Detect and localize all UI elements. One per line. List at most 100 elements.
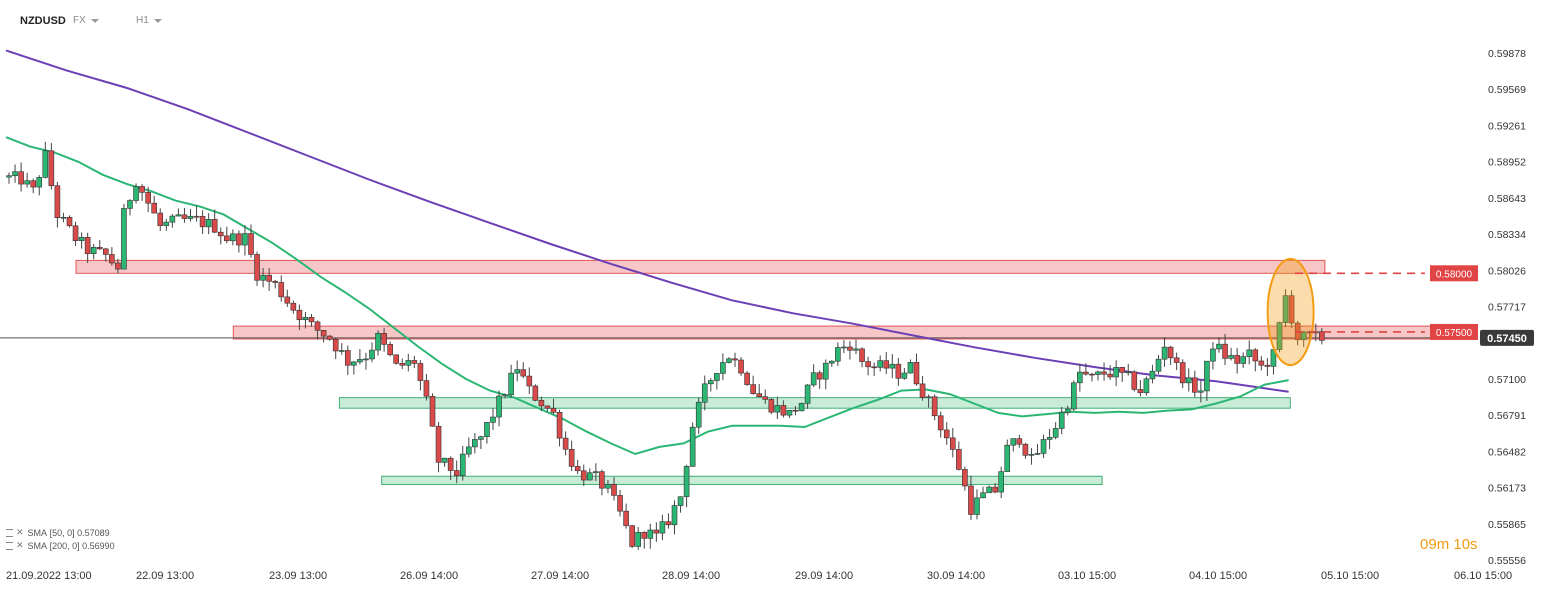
support-zone[interactable] bbox=[381, 475, 1103, 485]
candle[interactable] bbox=[792, 409, 799, 412]
candle[interactable] bbox=[429, 395, 436, 427]
candle[interactable] bbox=[441, 457, 448, 463]
candle[interactable] bbox=[574, 466, 581, 472]
candle[interactable] bbox=[314, 321, 321, 331]
candle[interactable] bbox=[272, 280, 279, 283]
candle[interactable] bbox=[931, 396, 938, 417]
candle[interactable] bbox=[1216, 343, 1222, 350]
candle[interactable] bbox=[181, 214, 188, 219]
candle[interactable] bbox=[338, 350, 345, 352]
candle[interactable] bbox=[302, 317, 309, 321]
candle[interactable] bbox=[12, 171, 18, 177]
candle[interactable] bbox=[236, 233, 242, 246]
candle[interactable] bbox=[90, 247, 97, 255]
candle[interactable] bbox=[1131, 371, 1138, 390]
candle[interactable] bbox=[635, 531, 642, 547]
candle[interactable] bbox=[1252, 349, 1259, 362]
candle[interactable] bbox=[84, 237, 91, 255]
candle[interactable] bbox=[1161, 346, 1168, 360]
candle[interactable] bbox=[387, 344, 393, 356]
candle[interactable] bbox=[599, 471, 605, 489]
candle[interactable] bbox=[1125, 371, 1132, 374]
candle[interactable] bbox=[1276, 322, 1283, 350]
candle[interactable] bbox=[653, 529, 660, 534]
candle[interactable] bbox=[550, 407, 557, 413]
candle[interactable] bbox=[762, 396, 769, 400]
candle[interactable] bbox=[1089, 373, 1095, 376]
candle[interactable] bbox=[36, 177, 43, 188]
candle[interactable] bbox=[980, 492, 986, 499]
candle[interactable] bbox=[278, 282, 285, 298]
candle[interactable] bbox=[344, 350, 351, 366]
market-selector[interactable]: FX bbox=[73, 15, 99, 26]
candle[interactable] bbox=[284, 296, 291, 304]
candle[interactable] bbox=[1143, 378, 1150, 394]
candle[interactable] bbox=[520, 369, 527, 377]
candle[interactable] bbox=[447, 457, 454, 471]
candle[interactable] bbox=[901, 372, 908, 379]
candle[interactable] bbox=[217, 231, 224, 237]
candle[interactable] bbox=[465, 446, 472, 455]
candle[interactable] bbox=[435, 425, 442, 463]
candle[interactable] bbox=[780, 405, 787, 416]
candle[interactable] bbox=[508, 372, 514, 396]
candle[interactable] bbox=[205, 219, 212, 228]
candle[interactable] bbox=[1222, 343, 1228, 359]
candle[interactable] bbox=[96, 247, 103, 250]
candle[interactable] bbox=[744, 372, 750, 385]
candle[interactable] bbox=[883, 360, 890, 369]
candle[interactable] bbox=[1246, 349, 1253, 357]
candle[interactable] bbox=[1185, 377, 1192, 384]
candle[interactable] bbox=[103, 248, 109, 255]
candle[interactable] bbox=[211, 219, 218, 233]
candle[interactable] bbox=[1028, 453, 1035, 456]
candle[interactable] bbox=[877, 360, 884, 368]
candle[interactable] bbox=[611, 483, 617, 496]
candle[interactable] bbox=[478, 436, 484, 440]
candle[interactable] bbox=[568, 448, 575, 467]
candle[interactable] bbox=[707, 380, 714, 385]
candle[interactable] bbox=[1149, 370, 1156, 380]
close-icon[interactable]: ✕ bbox=[16, 540, 24, 550]
candle[interactable] bbox=[937, 415, 944, 431]
candle[interactable] bbox=[1016, 438, 1023, 445]
candle[interactable] bbox=[816, 372, 823, 380]
candle[interactable] bbox=[453, 470, 460, 476]
candle[interactable] bbox=[163, 221, 170, 226]
candle[interactable] bbox=[375, 333, 381, 351]
candle[interactable] bbox=[1210, 348, 1216, 362]
candle[interactable] bbox=[804, 384, 811, 404]
candle[interactable] bbox=[496, 395, 502, 418]
candle[interactable] bbox=[1234, 355, 1240, 364]
candle[interactable] bbox=[1119, 367, 1125, 373]
candle[interactable] bbox=[1040, 439, 1047, 454]
candle[interactable] bbox=[786, 409, 793, 416]
candle[interactable] bbox=[532, 385, 539, 401]
candle[interactable] bbox=[1101, 371, 1107, 375]
candle[interactable] bbox=[544, 405, 551, 409]
candle[interactable] bbox=[230, 233, 236, 242]
candle[interactable] bbox=[593, 471, 599, 474]
symbol-header[interactable]: NZDUSD bbox=[20, 15, 66, 27]
candle[interactable] bbox=[720, 362, 726, 374]
candle[interactable] bbox=[756, 393, 763, 397]
candle[interactable] bbox=[248, 233, 254, 255]
candle[interactable] bbox=[6, 175, 12, 178]
candle[interactable] bbox=[193, 215, 200, 218]
candle[interactable] bbox=[750, 384, 756, 394]
candle[interactable] bbox=[187, 215, 194, 219]
candle[interactable] bbox=[157, 212, 164, 226]
candle[interactable] bbox=[659, 521, 666, 534]
candle[interactable] bbox=[1240, 356, 1246, 364]
candle[interactable] bbox=[320, 330, 327, 337]
candle[interactable] bbox=[907, 362, 914, 374]
candle[interactable] bbox=[472, 439, 478, 448]
candle[interactable] bbox=[42, 150, 49, 178]
candle[interactable] bbox=[1004, 444, 1011, 472]
candle[interactable] bbox=[865, 361, 871, 368]
candle[interactable] bbox=[913, 362, 920, 385]
candle[interactable] bbox=[623, 510, 629, 526]
candle[interactable] bbox=[502, 394, 508, 397]
candle[interactable] bbox=[895, 363, 902, 379]
